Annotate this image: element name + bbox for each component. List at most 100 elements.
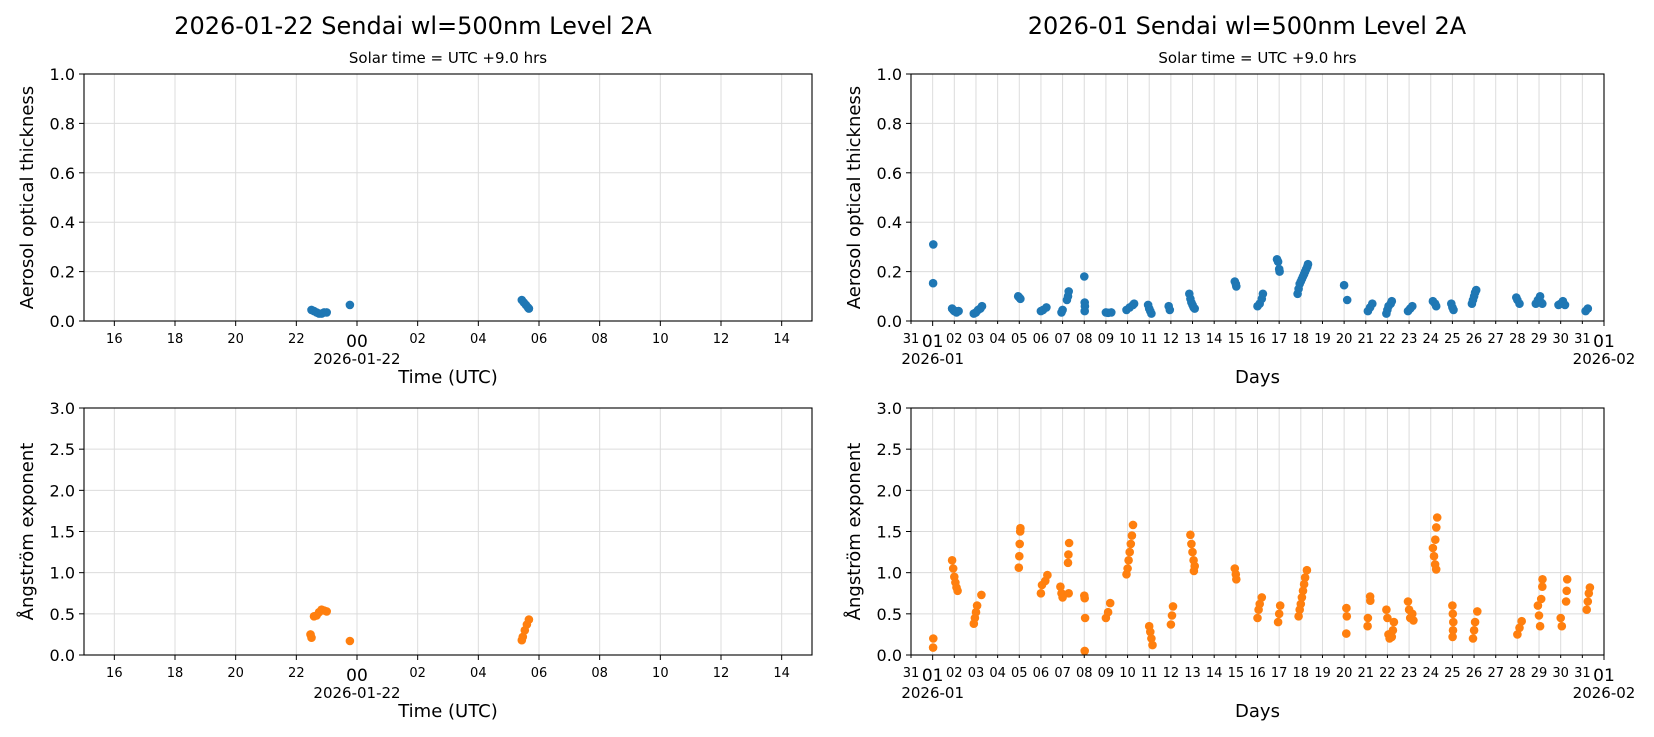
data-point: [1166, 620, 1176, 629]
data-point: [1583, 597, 1593, 606]
data-point: [1432, 513, 1442, 522]
y-tick-label: 0.4: [877, 213, 902, 232]
x-tick-label: 31: [903, 666, 920, 681]
data-point: [1128, 520, 1138, 530]
data-point: [1058, 305, 1067, 315]
data-point: [1533, 601, 1543, 610]
x-tick-label: 02: [946, 332, 963, 347]
x-tick-label: 26: [1466, 332, 1483, 347]
data-point: [1036, 589, 1046, 598]
axes-frame: [83, 407, 813, 656]
figure-title-daily: 2026-01-22 Sendai wl=500nm Level 2A: [174, 12, 652, 40]
data-point: [1165, 305, 1175, 315]
data-point: [1080, 272, 1089, 281]
data-point: [1103, 607, 1113, 617]
x-tick-label: 21: [1358, 332, 1375, 347]
data-point: [1431, 565, 1441, 574]
x-tick-label: 20: [1336, 666, 1353, 681]
data-point: [1408, 609, 1417, 619]
data-point: [977, 301, 987, 311]
data-point: [1583, 304, 1593, 313]
data-point: [1449, 617, 1458, 627]
x-tick-label: 18: [167, 666, 184, 681]
x-tick-label: 31: [903, 332, 920, 347]
subplot-3: 0.00.51.01.52.02.53.031 01 02 03 04 05 06 07 08 0…: [843, 399, 1635, 722]
x-tick-label: 01: [922, 332, 944, 352]
data-point: [1258, 289, 1268, 299]
data-point: [1127, 531, 1137, 540]
x-tick-label: 15: [1228, 332, 1245, 347]
data-point: [518, 632, 528, 642]
x-tick-label: 25: [1444, 332, 1461, 347]
x-tick-label: 22: [1379, 332, 1396, 347]
x-tick-label: 24: [1422, 666, 1439, 681]
scatter-series: [307, 295, 534, 318]
x-tick-label: 11: [1141, 332, 1158, 347]
data-point: [1560, 300, 1570, 310]
figure-title-monthly: 2026-01 Sendai wl=500nm Level 2A: [1028, 12, 1467, 40]
y-tick-label: 3.0: [50, 399, 75, 418]
x-tick-label: 12: [1163, 332, 1180, 347]
x-tick-label: 08: [591, 332, 608, 347]
data-point: [1303, 259, 1313, 269]
data-point: [1056, 582, 1065, 591]
x-tick-label: 01: [1593, 666, 1615, 686]
x-tick-label: 26: [1466, 666, 1483, 681]
data-point: [1273, 257, 1283, 267]
x-tick-label: 04: [470, 666, 487, 681]
data-point: [1232, 575, 1241, 584]
x-tick-date-label: 2026-01-22: [313, 350, 400, 368]
x-axis-label: Days: [1235, 701, 1280, 722]
y-tick-label: 0.6: [50, 164, 75, 183]
x-tick-label: 25: [1444, 666, 1461, 681]
x-tick-label: 29: [1531, 666, 1548, 681]
y-axis-label: Aerosol optical thickness: [844, 86, 865, 309]
data-point: [524, 304, 534, 313]
data-point: [1382, 605, 1391, 614]
x-tick-label: 14: [1206, 332, 1223, 347]
x-axis-label: Time (UTC): [397, 701, 498, 722]
data-point: [1448, 601, 1457, 610]
x-tick-label: 29: [1531, 332, 1548, 347]
y-tick-label: 0.8: [50, 114, 75, 133]
data-point: [1409, 616, 1418, 625]
data-point: [1080, 306, 1089, 316]
x-tick-label: 02: [409, 332, 426, 347]
data-point: [1561, 597, 1571, 606]
data-point: [929, 240, 938, 249]
subplot-1: 0.00.20.40.60.81.031 01 02 03 04 05 06 07 08 09 10…: [844, 49, 1635, 388]
x-tick-date-label: 2026-01-22: [313, 684, 400, 702]
y-tick-label: 1.5: [877, 523, 902, 542]
data-point: [1123, 564, 1132, 573]
x-tick-label: 03: [968, 666, 985, 681]
y-tick-label: 3.0: [877, 399, 902, 418]
x-tick-label: 23: [1401, 666, 1418, 681]
data-point: [1388, 626, 1398, 635]
scatter-series: [306, 605, 534, 646]
data-point: [1015, 551, 1024, 561]
x-tick-date-label: 2026-02: [1573, 684, 1636, 702]
data-point: [1063, 558, 1073, 568]
subplot-2: 0.0 0.5 1.0 1.5 2.0 2.5 3.0 16 18 20 22 002026-01-2…: [16, 399, 813, 722]
data-point: [1468, 634, 1478, 643]
x-tick-label: 07: [1054, 666, 1071, 681]
data-point: [1408, 301, 1417, 311]
data-point: [1064, 538, 1074, 548]
data-point: [1167, 611, 1177, 620]
data-point: [1515, 623, 1524, 633]
data-point: [1146, 627, 1155, 637]
x-axis-label: Time (UTC): [397, 367, 498, 388]
y-tick-label: 0.0: [877, 312, 902, 331]
data-point: [1342, 629, 1351, 638]
data-point: [1342, 295, 1352, 305]
x-tick-label: 27: [1487, 666, 1504, 681]
data-point: [1080, 613, 1090, 623]
data-point: [1274, 609, 1284, 619]
y-axis-label: Ångström exponent: [16, 443, 38, 621]
data-point: [1125, 547, 1134, 557]
x-tick-label: 28: [1509, 332, 1526, 347]
data-point: [1471, 285, 1481, 295]
x-tick-label: 20: [227, 666, 244, 681]
x-tick-label: 31: [1574, 666, 1591, 681]
x-tick-label: 08: [1076, 666, 1093, 681]
